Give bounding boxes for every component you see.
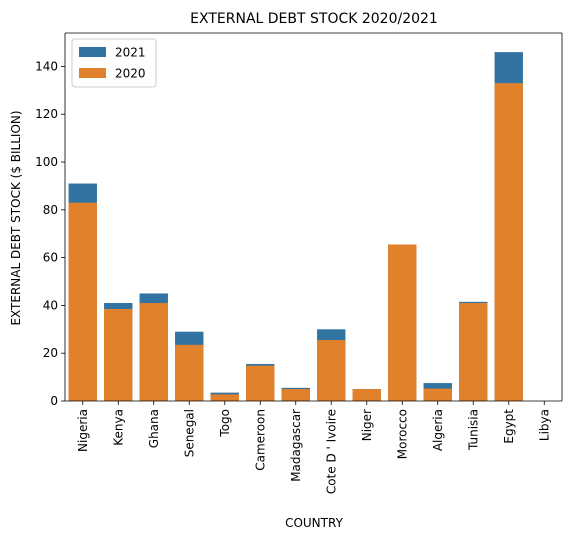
- bar-2020-niger: [352, 389, 381, 401]
- x-tick-label: Egypt: [502, 409, 516, 444]
- legend-label-2021: 2021: [115, 46, 146, 60]
- bar-2020-cote-d-ivoire: [317, 340, 346, 401]
- bar-2020-tunisia: [459, 303, 488, 401]
- x-tick-label: Nigeria: [76, 409, 90, 452]
- y-tick-label: 140: [35, 59, 58, 73]
- x-tick-label: Morocco: [395, 409, 409, 459]
- legend-swatch-2021: [79, 47, 106, 57]
- x-tick-label: Libya: [537, 409, 551, 441]
- y-tick-label: 20: [43, 346, 58, 360]
- y-tick-label: 80: [43, 203, 58, 217]
- x-axis-label: COUNTRY: [285, 516, 343, 530]
- x-tick-label: Senegal: [182, 409, 196, 457]
- y-tick-label: 40: [43, 298, 58, 312]
- bar-2020-togo: [210, 394, 239, 401]
- x-tick-label: Niger: [360, 409, 374, 441]
- plot-area: 0 20 40 60 80 100 120 140 Nigeria Kenya Ghana Seneg…: [35, 32, 563, 494]
- x-tick-label: Togo: [218, 409, 232, 438]
- y-tick-label: 100: [35, 155, 58, 169]
- y-tick-label: 120: [35, 107, 58, 121]
- bar-2020-cameroon: [246, 365, 275, 401]
- bar-2020-morocco: [388, 244, 417, 401]
- x-tick-label: Cote D ' Ivoire: [324, 409, 338, 494]
- bar-2020-egypt: [494, 83, 523, 401]
- legend-swatch-2020: [79, 68, 106, 78]
- bar-2020-algeria: [423, 388, 452, 401]
- x-tick-label: Cameroon: [253, 409, 267, 471]
- x-tick-label: Ghana: [147, 409, 161, 448]
- chart-title: EXTERNAL DEBT STOCK 2020/2021: [190, 11, 438, 27]
- bar-2020-ghana: [139, 303, 168, 401]
- y-tick-label: 0: [50, 394, 58, 408]
- y-axis-label: EXTERNAL DEBT STOCK ($ BILLION): [9, 110, 23, 325]
- x-tick-label: Algeria: [431, 409, 445, 451]
- bar-2020-senegal: [175, 344, 204, 401]
- x-tick-label: Tunisia: [466, 409, 480, 451]
- bar-2020-madagascar: [281, 389, 310, 401]
- x-tick-label: Kenya: [111, 409, 125, 446]
- legend-label-2020: 2020: [115, 67, 146, 81]
- bar-2020-kenya: [104, 309, 133, 401]
- legend: 2021 2020: [71, 38, 157, 88]
- x-tick-label: Madagascar: [289, 409, 303, 482]
- y-tick-label: 60: [43, 251, 58, 265]
- bar-2020-nigeria: [68, 202, 97, 401]
